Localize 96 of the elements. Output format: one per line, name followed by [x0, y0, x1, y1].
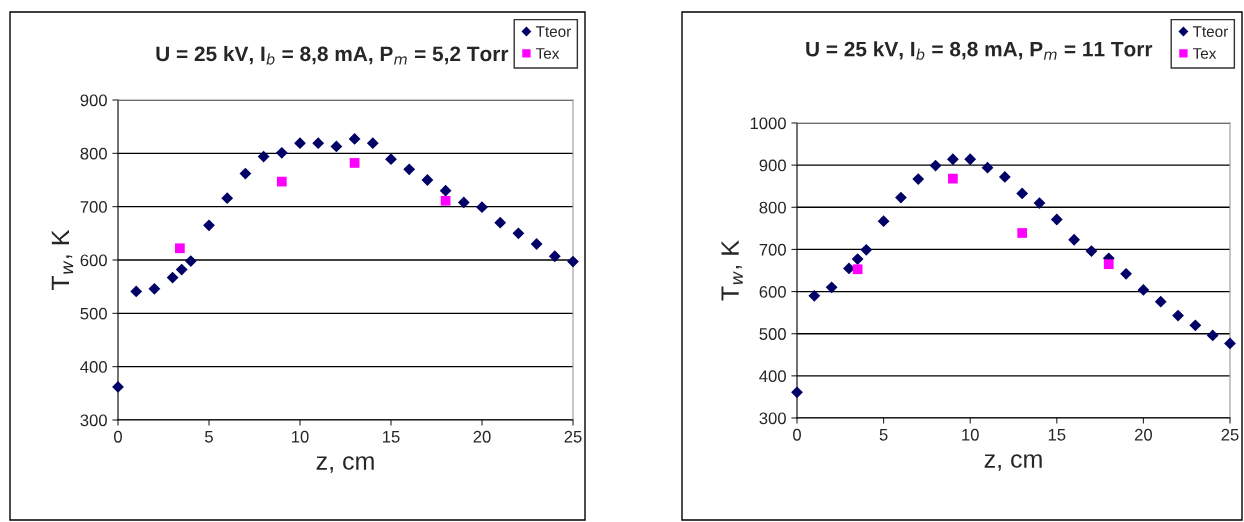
y-tick-label: 900 [80, 94, 107, 107]
point [421, 174, 434, 186]
y-tick-label: 500 [80, 307, 107, 320]
y-axis-title: T$_{w}$, K [721, 240, 743, 301]
point [184, 255, 197, 267]
point [312, 137, 325, 150]
y-tick-label: 600 [759, 285, 786, 298]
point [439, 184, 452, 197]
point [948, 173, 958, 184]
y-tick-label: 600 [80, 254, 107, 267]
x-tick-label: 15 [383, 431, 400, 443]
point [1085, 245, 1098, 258]
y-tick-label: 900 [759, 159, 786, 172]
x-tick-label: 10 [962, 428, 979, 441]
point [964, 153, 977, 166]
point [1103, 259, 1114, 270]
point [548, 250, 561, 263]
x-tick-label: 10 [292, 430, 309, 443]
point [175, 243, 185, 254]
point [203, 219, 215, 232]
point [476, 201, 488, 214]
legend-label: Tteor [535, 26, 571, 37]
point [1189, 319, 1202, 332]
point [1050, 213, 1063, 226]
point [852, 264, 863, 275]
point [1154, 295, 1167, 308]
point [175, 263, 188, 276]
chart-title: U = 25 kV, I$_{b}$ = 8,8 mA, P$_{m}$ = 11 Torr [806, 41, 1153, 60]
point [1120, 267, 1132, 280]
point [239, 167, 252, 180]
legend-label: Tteor [1192, 26, 1228, 37]
x-tick-label: 20 [473, 430, 491, 443]
point [851, 253, 864, 266]
point [440, 195, 451, 206]
point [1068, 233, 1081, 246]
legend-label: Tex [1192, 48, 1217, 59]
point [294, 137, 306, 150]
point [1017, 228, 1028, 238]
point [877, 215, 890, 228]
point [895, 191, 907, 204]
point [946, 153, 959, 166]
point [221, 192, 234, 205]
point [912, 173, 925, 185]
x-tick-label: 25 [564, 430, 582, 443]
point [1172, 309, 1184, 322]
point [494, 216, 507, 229]
y-tick-label: 400 [759, 370, 786, 383]
point [276, 176, 287, 187]
x-tick-label: 5 [879, 429, 888, 441]
point [1016, 187, 1029, 200]
point [791, 386, 803, 399]
point [275, 146, 288, 159]
point [1224, 337, 1236, 350]
point [1033, 197, 1046, 209]
x-axis-title: z, cm [316, 456, 374, 473]
x-tick-label: 5 [205, 431, 213, 443]
x-tick-label: 0 [793, 428, 801, 441]
point [1137, 283, 1150, 296]
y-tick-label: 800 [759, 201, 786, 214]
point [348, 133, 361, 145]
point [825, 281, 838, 294]
y-tick-label: 700 [80, 201, 107, 213]
point [860, 243, 873, 256]
x-axis-title: z, cm [984, 454, 1042, 471]
chart-title: U = 25 kV, I$_{b}$ = 8,8 mA, P$_{m}$ = 5,2 Torr [156, 45, 509, 65]
y-tick-label: 700 [759, 243, 786, 256]
legend-label: Tex [535, 48, 560, 59]
point [512, 227, 525, 240]
point [385, 153, 397, 166]
y-tick-label: 1000 [750, 117, 786, 130]
y-tick-label: 300 [759, 412, 786, 425]
point [567, 255, 579, 268]
point [257, 150, 270, 163]
point [1206, 329, 1219, 342]
y-tick-label: 400 [80, 361, 107, 373]
point [148, 282, 161, 295]
x-tick-label: 20 [1134, 428, 1153, 441]
x-tick-label: 0 [114, 430, 122, 443]
y-tick-label: 300 [80, 414, 107, 427]
point [981, 161, 994, 174]
point [366, 137, 379, 150]
point [403, 163, 416, 176]
point [808, 289, 821, 302]
y-tick-label: 500 [759, 328, 786, 340]
point [130, 285, 143, 298]
point [457, 196, 470, 209]
point [998, 171, 1011, 183]
point [530, 238, 543, 250]
point [349, 158, 360, 168]
point [330, 140, 343, 153]
y-tick-label: 800 [80, 147, 107, 160]
point [166, 271, 179, 284]
x-tick-label: 15 [1048, 429, 1066, 441]
point [929, 159, 942, 172]
x-tick-label: 25 [1221, 428, 1239, 441]
y-axis-title: T$_{w}$, K [51, 229, 74, 291]
